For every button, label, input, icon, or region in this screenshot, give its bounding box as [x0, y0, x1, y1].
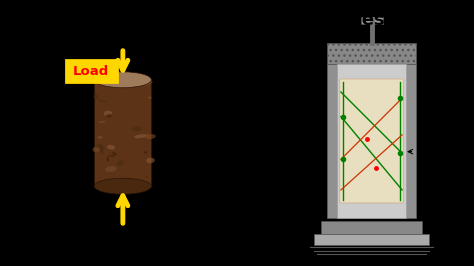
Text: $1 - \varepsilon$: $1 - \varepsilon$ [266, 94, 301, 108]
Ellipse shape [144, 151, 147, 154]
Bar [314, 234, 428, 245]
Bar [320, 221, 422, 234]
Text: $q_{u} = \sigma_1 =$: $q_{u} = \sigma_1 =$ [180, 60, 243, 75]
Ellipse shape [92, 147, 100, 152]
Text: Unconfined compression test: Unconfined compression test [98, 11, 393, 29]
Ellipse shape [145, 134, 156, 139]
Text: $\sigma_3 = \mathbf{0}$: $\sigma_3 = \mathbf{0}$ [194, 139, 237, 156]
Ellipse shape [148, 96, 152, 99]
FancyBboxPatch shape [340, 79, 403, 203]
Ellipse shape [107, 145, 115, 149]
Ellipse shape [99, 120, 106, 123]
Text: Strain rate = 1-
2%/min.: Strain rate = 1- 2%/min. [141, 214, 232, 236]
Bar [337, 64, 406, 218]
Ellipse shape [115, 178, 119, 181]
Ellipse shape [98, 99, 107, 102]
Ellipse shape [96, 144, 104, 149]
Ellipse shape [93, 94, 99, 99]
Ellipse shape [108, 155, 115, 157]
Ellipse shape [134, 134, 146, 138]
Ellipse shape [112, 152, 117, 156]
Bar [94, 80, 151, 186]
Ellipse shape [108, 182, 114, 187]
Text: $\mathit{Load}$: $\mathit{Load}$ [266, 40, 301, 55]
Text: Load: Load [73, 65, 109, 77]
Ellipse shape [112, 82, 119, 88]
Ellipse shape [104, 111, 112, 116]
Ellipse shape [145, 176, 149, 178]
Ellipse shape [146, 158, 155, 163]
Ellipse shape [94, 147, 103, 149]
Ellipse shape [145, 81, 153, 86]
FancyBboxPatch shape [66, 60, 117, 82]
Ellipse shape [94, 72, 151, 88]
Ellipse shape [106, 114, 112, 117]
Bar [327, 64, 337, 218]
Bar [406, 64, 416, 218]
Text: $\mathit{A}$: $\mathit{A}$ [278, 65, 290, 79]
Ellipse shape [94, 178, 151, 194]
Ellipse shape [128, 184, 131, 187]
Ellipse shape [117, 160, 124, 166]
Ellipse shape [142, 134, 148, 138]
Ellipse shape [105, 166, 117, 172]
Ellipse shape [99, 147, 104, 154]
Ellipse shape [132, 126, 142, 131]
Ellipse shape [97, 180, 104, 185]
Ellipse shape [107, 156, 109, 161]
Ellipse shape [97, 136, 103, 138]
Bar [327, 43, 416, 64]
FancyBboxPatch shape [361, 17, 383, 24]
